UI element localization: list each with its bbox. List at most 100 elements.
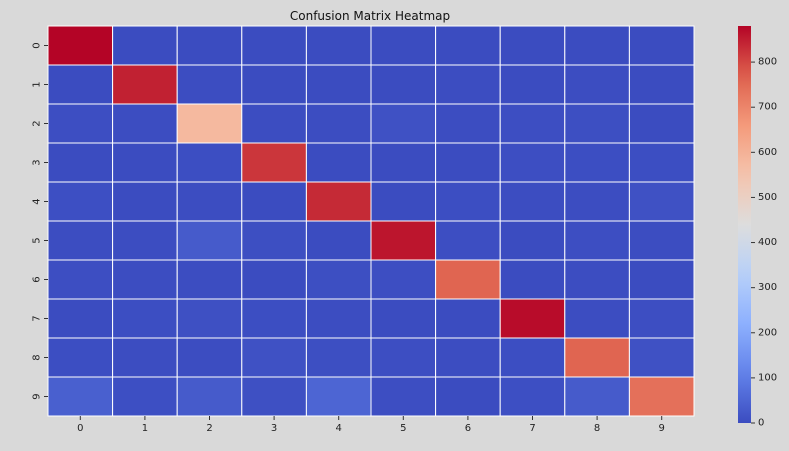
cell-3-7 bbox=[499, 142, 566, 183]
cell-2-5 bbox=[370, 103, 437, 144]
cell-9-5 bbox=[370, 376, 437, 417]
colorbar-scale bbox=[738, 26, 751, 423]
y-tick-label-2: 2 bbox=[32, 120, 43, 126]
cell-7-2 bbox=[176, 298, 243, 339]
colorbar-tick-label-7: 700 bbox=[758, 102, 777, 113]
cell-1-2 bbox=[176, 64, 243, 105]
colorbar: 0 100 200 300 400 500 600 700 800 bbox=[738, 26, 777, 429]
cell-9-0 bbox=[47, 376, 114, 417]
cell-3-2 bbox=[176, 142, 243, 183]
y-axis: 0 1 2 3 4 5 6 7 8 9 bbox=[32, 42, 48, 400]
colorbar-tick-label-5: 500 bbox=[758, 192, 777, 203]
cell-8-0 bbox=[47, 337, 114, 378]
cell-9-7 bbox=[499, 376, 566, 417]
cell-8-6 bbox=[435, 337, 501, 378]
cell-0-1 bbox=[112, 25, 178, 66]
cell-4-1 bbox=[112, 181, 178, 222]
cell-7-1 bbox=[112, 298, 178, 339]
cell-5-0 bbox=[47, 220, 114, 261]
cell-5-4 bbox=[305, 220, 372, 261]
cell-3-8 bbox=[564, 142, 630, 183]
cell-1-9 bbox=[628, 64, 695, 105]
cell-6-6 bbox=[435, 259, 501, 300]
cell-8-9 bbox=[628, 337, 695, 378]
cell-4-4 bbox=[305, 181, 372, 222]
y-tick-label-8: 8 bbox=[32, 354, 43, 360]
cell-7-7 bbox=[499, 298, 566, 339]
cell-6-5 bbox=[370, 259, 437, 300]
y-tick-label-0: 0 bbox=[32, 42, 43, 48]
y-tick-label-4: 4 bbox=[32, 198, 43, 204]
cell-4-5 bbox=[370, 181, 437, 222]
cell-2-2 bbox=[176, 103, 243, 144]
cell-1-4 bbox=[305, 64, 372, 105]
cell-7-0 bbox=[47, 298, 114, 339]
cell-5-9 bbox=[628, 220, 695, 261]
cell-3-3 bbox=[241, 142, 307, 183]
x-tick-label-2: 2 bbox=[206, 423, 212, 434]
cell-6-9 bbox=[628, 259, 695, 300]
cell-9-9 bbox=[628, 376, 695, 417]
cell-2-6 bbox=[435, 103, 501, 144]
cell-2-3 bbox=[241, 103, 307, 144]
x-tick-label-0: 0 bbox=[77, 423, 83, 434]
cell-0-6 bbox=[435, 25, 501, 66]
cell-8-1 bbox=[112, 337, 178, 378]
cell-0-5 bbox=[370, 25, 437, 66]
cell-4-7 bbox=[499, 181, 566, 222]
cell-3-1 bbox=[112, 142, 178, 183]
cell-7-5 bbox=[370, 298, 437, 339]
cell-1-1 bbox=[112, 64, 178, 105]
cell-8-3 bbox=[241, 337, 307, 378]
cell-3-0 bbox=[47, 142, 114, 183]
x-tick-label-6: 6 bbox=[465, 423, 471, 434]
cell-5-5 bbox=[370, 220, 437, 261]
cell-6-4 bbox=[305, 259, 372, 300]
cell-9-8 bbox=[564, 376, 630, 417]
cell-5-3 bbox=[241, 220, 307, 261]
cell-4-3 bbox=[241, 181, 307, 222]
cell-3-4 bbox=[305, 142, 372, 183]
cell-1-0 bbox=[47, 64, 114, 105]
cell-5-1 bbox=[112, 220, 178, 261]
cell-8-7 bbox=[499, 337, 566, 378]
cell-4-6 bbox=[435, 181, 501, 222]
cell-4-8 bbox=[564, 181, 630, 222]
x-tick-label-4: 4 bbox=[336, 423, 342, 434]
cell-0-8 bbox=[564, 25, 630, 66]
cell-2-0 bbox=[47, 103, 114, 144]
cell-2-1 bbox=[112, 103, 178, 144]
cell-8-2 bbox=[176, 337, 243, 378]
cell-9-6 bbox=[435, 376, 501, 417]
cell-1-3 bbox=[241, 64, 307, 105]
heatmap-cells bbox=[47, 25, 695, 417]
cell-7-4 bbox=[305, 298, 372, 339]
colorbar-tick-label-4: 400 bbox=[758, 237, 777, 248]
y-tick-label-6: 6 bbox=[32, 276, 43, 282]
cell-1-5 bbox=[370, 64, 437, 105]
y-tick-label-1: 1 bbox=[32, 81, 43, 87]
x-tick-label-9: 9 bbox=[659, 423, 665, 434]
colorbar-tick-label-6: 600 bbox=[758, 147, 777, 158]
x-tick-label-1: 1 bbox=[142, 423, 148, 434]
cell-0-2 bbox=[176, 25, 243, 66]
cell-8-8 bbox=[564, 337, 630, 378]
cell-6-8 bbox=[564, 259, 630, 300]
cell-1-7 bbox=[499, 64, 566, 105]
cell-1-6 bbox=[435, 64, 501, 105]
cell-2-4 bbox=[305, 103, 372, 144]
cell-9-1 bbox=[112, 376, 178, 417]
y-tick-label-7: 7 bbox=[32, 315, 43, 321]
cell-0-3 bbox=[241, 25, 307, 66]
cell-9-2 bbox=[176, 376, 243, 417]
cell-0-0 bbox=[47, 25, 114, 66]
cell-0-4 bbox=[305, 25, 372, 66]
cell-0-9 bbox=[628, 25, 695, 66]
cell-7-6 bbox=[435, 298, 501, 339]
cell-3-5 bbox=[370, 142, 437, 183]
cell-6-0 bbox=[47, 259, 114, 300]
cell-9-3 bbox=[241, 376, 307, 417]
colorbar-tick-label-0: 0 bbox=[758, 418, 764, 429]
cell-3-9 bbox=[628, 142, 695, 183]
cell-6-1 bbox=[112, 259, 178, 300]
